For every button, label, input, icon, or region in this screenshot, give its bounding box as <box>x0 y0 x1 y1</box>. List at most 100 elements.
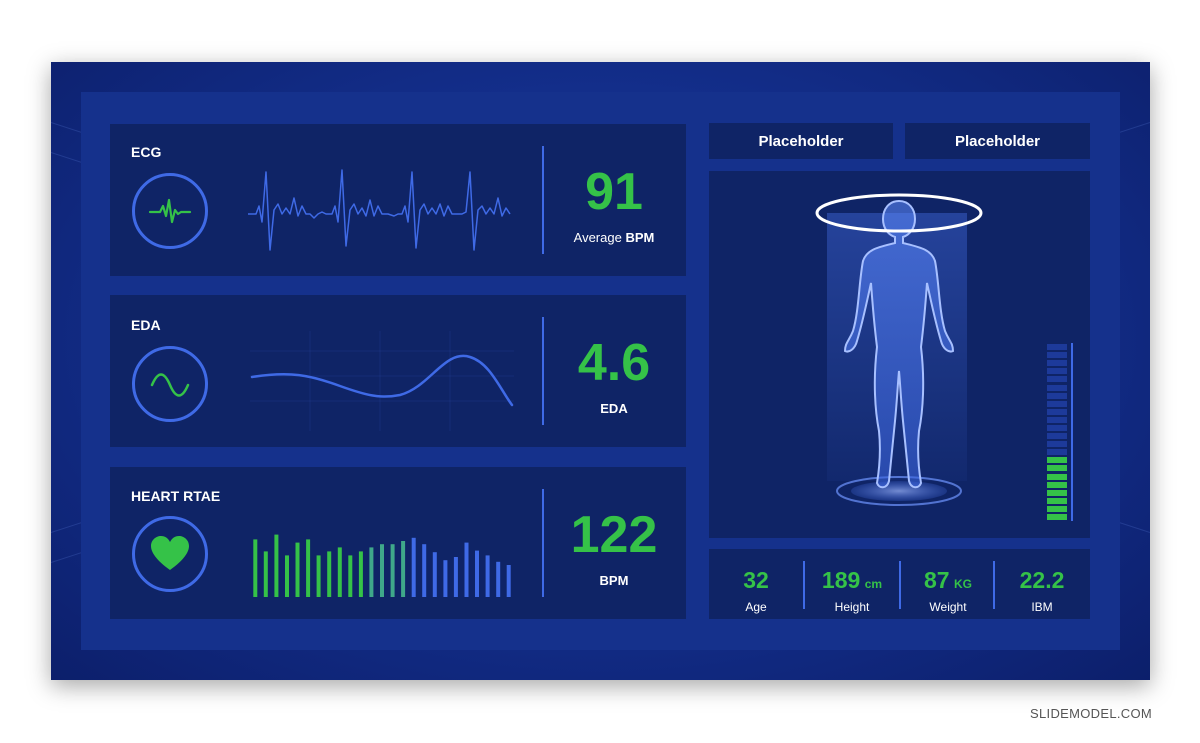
stat-weight-label: Weight <box>929 600 967 614</box>
stat-age-value: 32 <box>743 567 769 593</box>
level-segment <box>1047 505 1067 512</box>
stat-ibm-label: IBM <box>1031 600 1053 614</box>
heart-rate-bar <box>358 551 363 597</box>
level-segment <box>1047 384 1067 391</box>
heart-rate-bar <box>422 544 427 597</box>
level-segment <box>1047 449 1067 456</box>
heart-rate-bar <box>316 555 321 597</box>
heart-rate-bar <box>327 551 332 597</box>
ecg-label: ECG <box>131 144 162 160</box>
stat-ibm-value: 22.2 <box>1019 567 1065 593</box>
eda-waveform <box>250 331 514 431</box>
placeholder-button-1[interactable]: Placeholder <box>709 123 893 159</box>
eda-panel: EDA 4.6 EDA <box>110 295 686 447</box>
heart-rate-bar <box>337 547 342 597</box>
sine-wave-icon <box>150 373 190 397</box>
level-segment <box>1047 392 1067 399</box>
heart-rate-panel: HEART RTAE 122 BPM <box>110 467 686 619</box>
stat-weight-unit: KG <box>954 577 973 591</box>
heart-rate-bar <box>496 561 501 597</box>
heart-rate-bars <box>253 534 511 597</box>
stat-weight: 87 KG Weight <box>901 567 995 614</box>
level-segment <box>1047 424 1067 431</box>
stat-age-label: Age <box>745 600 767 614</box>
level-segment <box>1047 513 1067 520</box>
eda-caption: EDA <box>600 401 628 416</box>
level-segment <box>1047 441 1067 448</box>
ecg-icon-circle <box>132 173 208 249</box>
heart-rate-bar <box>263 551 268 597</box>
heart-rate-caption: BPM <box>599 573 629 588</box>
footer-credit: SLIDEMODEL.COM <box>1030 706 1152 721</box>
heart-rate-separator <box>542 489 544 597</box>
heart-rate-bar <box>475 550 479 597</box>
eda-separator <box>542 317 544 425</box>
stat-height-unit: cm <box>864 577 883 591</box>
stat-height: 189 cm Height <box>805 567 899 614</box>
heart-rate-bar <box>432 552 437 597</box>
level-segment <box>1047 497 1067 504</box>
level-segment <box>1047 376 1067 383</box>
ecg-value: 91 <box>585 163 643 221</box>
level-segment <box>1047 416 1067 423</box>
level-segment <box>1047 360 1067 367</box>
ecg-waveform <box>248 169 511 251</box>
heart-rate-bar <box>411 537 416 597</box>
ecg-panel: ECG 91 Average BPM <box>110 124 686 276</box>
stat-ibm: 22.2 IBM <box>995 567 1089 614</box>
human-body-figure <box>815 193 983 506</box>
heart-rate-bar <box>369 547 374 597</box>
heart-rate-bar <box>274 534 279 597</box>
heart-rate-bar <box>380 544 384 597</box>
level-segment <box>1047 408 1067 415</box>
heart-rate-bar <box>443 560 448 597</box>
stat-separator <box>993 561 995 609</box>
ecg-caption-unit: BPM <box>625 230 655 245</box>
level-segment <box>1047 400 1067 407</box>
heart-rate-bar <box>390 544 395 597</box>
level-segment <box>1047 473 1067 480</box>
heart-icon-circle <box>132 516 208 592</box>
heart-rate-value: 122 <box>570 506 658 564</box>
heart-rate-bar <box>464 542 469 597</box>
heart-rate-bar <box>348 555 353 597</box>
level-segment <box>1047 344 1067 350</box>
level-meter-axis <box>1071 343 1073 521</box>
level-meter <box>1047 343 1067 521</box>
heart-rate-bar <box>453 557 458 597</box>
eda-label: EDA <box>131 317 161 333</box>
heart-icon <box>151 536 189 570</box>
stat-separator <box>803 561 805 609</box>
level-segment <box>1047 368 1067 375</box>
ecg-caption: Average BPM <box>539 230 689 245</box>
heart-rate-bar <box>401 541 406 597</box>
heartbeat-icon <box>148 198 192 224</box>
eda-value: 4.6 <box>577 334 651 392</box>
stat-age: 32 Age <box>709 567 803 614</box>
body-scan-panel <box>709 171 1090 538</box>
eda-icon-circle <box>132 346 208 422</box>
level-segment <box>1047 465 1067 472</box>
dashboard-slide: ECG 91 Average BPM EDA <box>51 62 1150 680</box>
heart-rate-bar <box>285 555 289 597</box>
stat-height-value: 189 <box>821 567 861 593</box>
dashboard-frame: ECG 91 Average BPM EDA <box>81 92 1120 650</box>
stat-height-label: Height <box>834 600 870 614</box>
level-segment <box>1047 457 1067 464</box>
heart-rate-bar <box>506 565 511 597</box>
ecg-separator <box>542 146 544 254</box>
heart-rate-bar <box>253 539 258 597</box>
heart-rate-bar <box>306 539 311 597</box>
stat-weight-value: 87 <box>923 567 950 593</box>
heart-rate-label: HEART RTAE <box>131 488 221 504</box>
level-segment <box>1047 433 1067 439</box>
placeholder-button-2[interactable]: Placeholder <box>905 123 1090 159</box>
heart-rate-bar <box>485 555 490 597</box>
level-segment <box>1047 489 1067 496</box>
heart-rate-bar <box>295 542 300 597</box>
stat-separator <box>899 561 901 609</box>
stats-panel: 32 Age 189 cm Height 87 KG Weight 22.2 I… <box>709 549 1090 619</box>
level-segment <box>1047 481 1067 488</box>
level-segment <box>1047 352 1067 359</box>
ecg-caption-prefix: Average <box>573 230 622 245</box>
